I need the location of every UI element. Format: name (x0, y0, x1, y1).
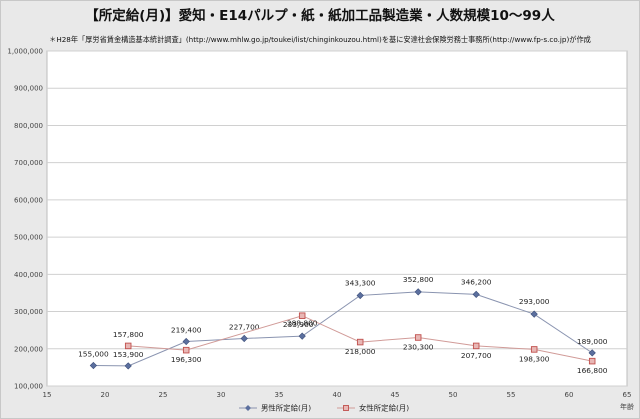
x-tick-label: 50 (449, 391, 458, 399)
data-label: 207,700 (461, 351, 492, 360)
y-tick-label: 200,000 (14, 345, 43, 353)
x-tick-label: 25 (159, 391, 168, 399)
x-tick-label: 55 (507, 391, 516, 399)
series-male: 155,000 153,900 219,400 227,700 233,900 343,3… (78, 275, 608, 370)
x-tick-label: 30 (217, 391, 226, 399)
series-line (93, 291, 593, 367)
data-label: 166,800 (577, 366, 608, 375)
data-label: 218,000 (345, 347, 376, 356)
legend-label: 女性所定給(月) (359, 404, 409, 413)
x-tick-label: 35 (275, 391, 284, 399)
gridlines (47, 50, 627, 387)
y-tick-label: 500,000 (14, 234, 43, 242)
data-point-marker (588, 357, 596, 365)
data-point-marker (530, 346, 538, 353)
legend-label: 男性所定給(月) (261, 404, 311, 413)
data-point-marker (356, 338, 364, 346)
data-point-marker (472, 342, 480, 350)
y-tick-label: 900,000 (14, 85, 43, 93)
data-point-marker (472, 290, 480, 298)
data-label: 288,800 (287, 319, 318, 328)
data-label: 157,800 (113, 330, 144, 339)
series-line (128, 315, 593, 362)
y-tick-label: 100,000 (14, 383, 43, 391)
data-label: 233,900 (283, 320, 314, 329)
data-label: 227,700 (229, 322, 260, 331)
data-point-marker (298, 312, 306, 319)
x-tick-label: 45 (391, 391, 400, 399)
data-point-marker (356, 291, 364, 300)
y-tick-label: 700,000 (14, 159, 43, 167)
x-axis-label: 年齢 (620, 402, 634, 411)
y-tick-label: 300,000 (14, 308, 43, 316)
data-point-marker (124, 362, 132, 370)
chart-subtitle: ＊H28年「厚労省賃金構造基本統計調査」(http://www.mhlw.go.… (49, 35, 591, 44)
data-label: 352,800 (403, 275, 434, 284)
data-label: 153,900 (113, 350, 144, 359)
x-tick-label: 40 (333, 391, 342, 399)
legend: 男性所定給(月) 女性所定給(月) (239, 404, 409, 413)
data-point-marker (530, 310, 538, 318)
data-point-marker (89, 361, 98, 370)
data-label: 293,000 (519, 297, 550, 306)
data-label: 219,400 (171, 326, 202, 335)
x-tick-label: 60 (565, 391, 574, 399)
y-tick-label: 1,000,000 (7, 48, 43, 56)
y-axis-ticks: 100,000 200,000 300,000 400,000 500,000 600,0… (7, 48, 43, 391)
data-label: 346,200 (461, 277, 492, 286)
x-tick-label: 65 (623, 391, 632, 399)
data-label: 198,300 (519, 354, 550, 363)
data-point-marker (124, 342, 132, 350)
data-label: 343,300 (345, 278, 376, 287)
series-layer: 155,000 153,900 219,400 227,700 233,900 343,3… (78, 275, 608, 375)
y-tick-label: 400,000 (14, 271, 43, 279)
data-label: 230,300 (403, 342, 434, 351)
data-point-marker (414, 334, 422, 341)
chart-title: 【所定給(月)】愛知・E14パルプ・紙・紙加工品製造業・人数規模10～99人 (85, 7, 555, 24)
legend-marker (343, 405, 349, 411)
data-point-marker (298, 332, 306, 340)
y-tick-label: 800,000 (14, 122, 43, 130)
data-label: 189,000 (577, 337, 608, 346)
legend-marker (245, 405, 251, 411)
data-point-marker (588, 349, 596, 357)
plot-area (46, 50, 628, 387)
x-tick-label: 20 (101, 391, 110, 399)
y-tick-label: 600,000 (14, 196, 43, 204)
data-label: 196,300 (171, 355, 202, 364)
x-tick-label: 15 (43, 391, 52, 399)
data-point-marker (182, 346, 190, 354)
data-label: 155,000 (78, 350, 109, 359)
data-point-marker (414, 288, 422, 296)
data-point-marker (182, 337, 190, 346)
data-point-marker (240, 334, 248, 343)
series-female: 157,800 196,300 288,800 218,000 230,300 207,7… (113, 312, 608, 375)
x-axis-ticks: 15 20 25 30 35 40 45 50 55 60 65 (43, 391, 632, 399)
